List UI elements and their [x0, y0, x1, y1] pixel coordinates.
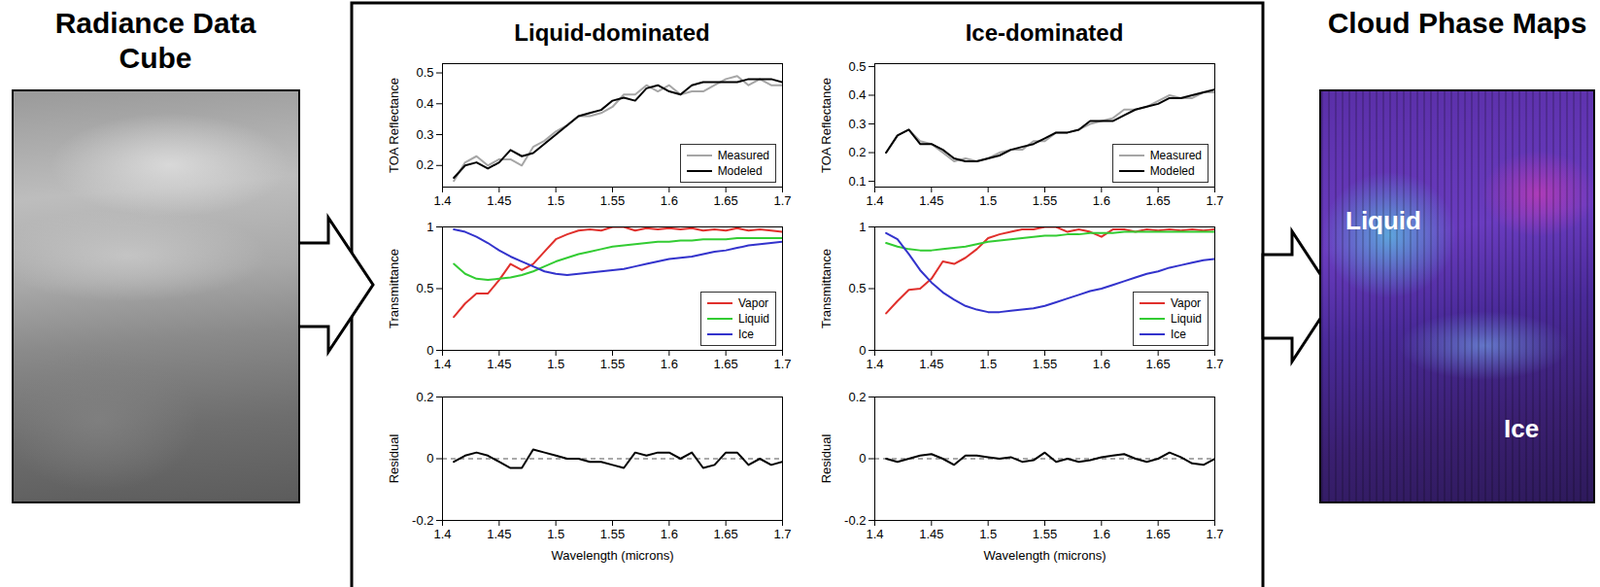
- svg-text:0.4: 0.4: [848, 87, 866, 103]
- svg-text:1.6: 1.6: [660, 356, 679, 372]
- svg-text:1.45: 1.45: [919, 356, 944, 372]
- svg-text:1.7: 1.7: [773, 526, 791, 542]
- svg-text:0.5: 0.5: [415, 65, 434, 80]
- svg-text:1.6: 1.6: [1092, 526, 1111, 542]
- svg-text:Wavelength (microns): Wavelength (microns): [551, 547, 675, 563]
- html-text:Liquid-dominated: Liquid-dominated: [514, 19, 710, 46]
- svg-text:0: 0: [858, 342, 866, 358]
- html-text:Modeled: Modeled: [1149, 164, 1195, 178]
- svg-text:1: 1: [426, 219, 434, 235]
- svg-text:1.55: 1.55: [1032, 526, 1057, 542]
- svg-text:0: 0: [858, 450, 866, 466]
- svg-text:1.5: 1.5: [546, 193, 565, 208]
- svg-text:1.5: 1.5: [546, 526, 565, 542]
- svg-text:1.45: 1.45: [486, 356, 511, 372]
- svg-text:0.1: 0.1: [848, 173, 866, 189]
- svg-text:1.7: 1.7: [1205, 356, 1224, 372]
- html-text:Ice: Ice: [1503, 413, 1539, 443]
- svg-text:1.45: 1.45: [486, 193, 511, 208]
- svg-text:0.5: 0.5: [415, 280, 434, 296]
- svg-text:1.65: 1.65: [1146, 193, 1171, 208]
- svg-text:0.5: 0.5: [848, 59, 866, 74]
- html-text:Vapor: Vapor: [1170, 296, 1201, 310]
- svg-text:1.7: 1.7: [773, 193, 791, 208]
- svg-text:1.7: 1.7: [1205, 193, 1224, 208]
- svg-text:1.5: 1.5: [979, 193, 997, 208]
- html-text:Measured: Measured: [1149, 148, 1202, 163]
- svg-text:0.2: 0.2: [848, 144, 866, 160]
- svg-text:Transmittance: Transmittance: [818, 248, 834, 329]
- html-text:Liquid: Liquid: [738, 311, 770, 326]
- html-text:Ice: Ice: [738, 327, 754, 341]
- html-text:Liquid: Liquid: [1345, 205, 1422, 236]
- html-text:Ice: Ice: [1170, 327, 1187, 341]
- svg-text:0.2: 0.2: [848, 389, 866, 405]
- html-text:Measured: Measured: [717, 148, 770, 163]
- svg-text:0.5: 0.5: [848, 280, 866, 296]
- svg-text:1.65: 1.65: [1146, 526, 1171, 542]
- html-text:Ice-dominated: Ice-dominated: [965, 19, 1124, 46]
- svg-text:Residual: Residual: [818, 434, 834, 484]
- svg-text:0: 0: [426, 342, 434, 358]
- svg-text:0.4: 0.4: [415, 96, 434, 111]
- svg-text:1.45: 1.45: [919, 526, 944, 542]
- svg-text:1.65: 1.65: [714, 526, 739, 542]
- svg-text:1.4: 1.4: [865, 193, 884, 208]
- svg-text:1.6: 1.6: [1092, 356, 1111, 372]
- svg-text:0: 0: [426, 450, 434, 466]
- svg-text:1.45: 1.45: [919, 193, 944, 208]
- svg-text:1.5: 1.5: [979, 356, 997, 372]
- html-text:Modeled: Modeled: [717, 164, 763, 178]
- svg-text:0.3: 0.3: [415, 127, 434, 142]
- svg-text:1.5: 1.5: [546, 356, 565, 372]
- svg-text:1.65: 1.65: [1146, 356, 1171, 372]
- svg-text:1.55: 1.55: [600, 356, 625, 372]
- svg-text:1.6: 1.6: [660, 526, 679, 542]
- html-text:Radiance Data Cube: Radiance Data Cube: [54, 6, 256, 74]
- svg-text:1.7: 1.7: [773, 356, 791, 372]
- svg-text:1.65: 1.65: [714, 356, 739, 372]
- svg-text:-0.2: -0.2: [844, 512, 866, 528]
- svg-text:0.2: 0.2: [415, 157, 434, 172]
- svg-text:TOA Reflectance: TOA Reflectance: [818, 77, 834, 173]
- svg-text:1.45: 1.45: [486, 526, 511, 542]
- svg-text:1.5: 1.5: [979, 526, 997, 542]
- svg-text:0.2: 0.2: [415, 389, 434, 405]
- svg-text:1.55: 1.55: [1032, 193, 1057, 208]
- svg-text:1.4: 1.4: [433, 356, 451, 372]
- svg-text:TOA Reflectance: TOA Reflectance: [386, 77, 402, 173]
- svg-text:1.4: 1.4: [433, 193, 451, 208]
- svg-text:1.6: 1.6: [1092, 193, 1111, 208]
- svg-text:1.55: 1.55: [600, 193, 625, 208]
- html-text:Cloud Phase Maps: Cloud Phase Maps: [1327, 6, 1587, 39]
- html-text:Liquid: Liquid: [1170, 311, 1202, 326]
- svg-text:1.7: 1.7: [1205, 526, 1224, 542]
- svg-text:1.65: 1.65: [714, 193, 739, 208]
- html-text:Vapor: Vapor: [738, 296, 769, 310]
- svg-text:1.55: 1.55: [1032, 356, 1057, 372]
- svg-text:Transmittance: Transmittance: [386, 248, 402, 329]
- svg-text:1.4: 1.4: [865, 356, 884, 372]
- svg-text:1: 1: [858, 219, 866, 235]
- svg-text:1.4: 1.4: [865, 526, 884, 542]
- svg-text:-0.2: -0.2: [411, 512, 434, 528]
- svg-text:1.6: 1.6: [660, 193, 679, 208]
- svg-text:1.4: 1.4: [433, 526, 451, 542]
- svg-text:Residual: Residual: [386, 434, 402, 484]
- svg-text:Wavelength (microns): Wavelength (microns): [984, 547, 1107, 563]
- svg-text:0.3: 0.3: [848, 116, 866, 132]
- svg-text:1.55: 1.55: [600, 526, 625, 542]
